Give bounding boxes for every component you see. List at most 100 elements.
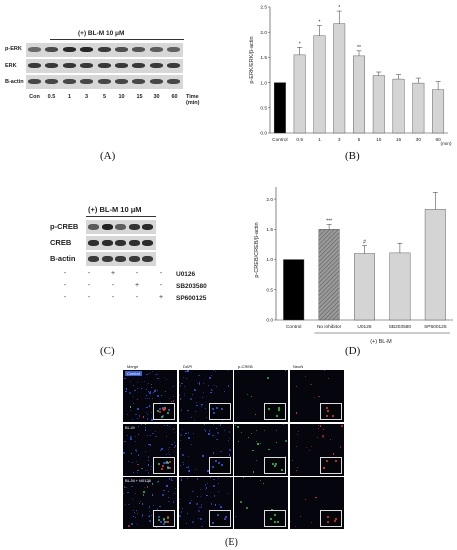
treatment-name: U0126	[176, 271, 196, 278]
cell-signal-dot	[309, 450, 311, 452]
cell-signal-dot	[214, 495, 215, 497]
cell-signal-dot	[262, 482, 264, 484]
cell-signal-dot	[135, 492, 137, 494]
cell-signal-dot	[133, 396, 135, 398]
cell-signal-dot	[169, 446, 171, 448]
cell-signal-dot	[130, 381, 132, 383]
cell-signal-dot	[147, 456, 150, 458]
cell-signal-dot	[191, 393, 193, 395]
cell-signal-dot	[297, 434, 299, 436]
lane-label: 0.5	[47, 94, 56, 100]
cell-signal-dot	[159, 411, 162, 414]
cell-signal-dot	[173, 427, 176, 430]
cell-signal-dot	[135, 509, 137, 511]
cell-signal-dot	[188, 437, 191, 440]
cell-signal-dot	[191, 417, 193, 419]
cell-signal-dot	[205, 487, 208, 489]
cell-signal-dot	[193, 419, 195, 421]
cell-signal-dot	[168, 409, 171, 412]
blot-a-lane-labels: Con 0.5 1 3 5 10 15 30 60	[26, 94, 183, 102]
cell-signal-dot	[181, 382, 183, 385]
cell-signal-dot	[172, 386, 174, 388]
cell-signal-dot	[151, 483, 154, 485]
cell-signal-dot	[203, 428, 205, 430]
microscopy-column-header: Merge	[127, 364, 139, 369]
cell-signal-dot	[174, 446, 175, 448]
cell-signal-dot	[152, 505, 154, 507]
cell-signal-dot	[213, 423, 215, 425]
cell-signal-dot	[247, 437, 249, 439]
cell-signal-dot	[168, 497, 170, 499]
cell-signal-dot	[134, 441, 136, 442]
y-tick-label: 2.0	[260, 30, 267, 36]
bar	[353, 55, 365, 134]
cell-signal-dot	[310, 383, 312, 385]
cell-signal-dot	[184, 434, 186, 436]
cell-signal-dot	[324, 370, 326, 372]
cell-signal-dot	[159, 505, 161, 508]
cell-signal-dot	[200, 405, 203, 407]
cell-signal-dot	[135, 435, 137, 437]
blot-band	[45, 63, 59, 68]
cell-signal-dot	[143, 486, 145, 488]
cell-signal-dot	[297, 467, 299, 469]
chart-d: p-CREB/CREB/β-actin 0.0 0.5 1.0 1.5 2.0 Contr…	[254, 187, 453, 345]
cell-signal-dot	[326, 460, 329, 463]
cell-signal-dot	[137, 399, 139, 401]
cell-signal-dot	[213, 478, 215, 481]
chart-b: p-ERK/ERK/β-actin 0.0 0.5 1.0 1.5 2.0 2.5 Cont…	[249, 5, 452, 147]
cell-signal-dot	[132, 402, 134, 404]
cell-signal-dot	[229, 512, 232, 514]
chart-d-bracket-label: (+) BL-M	[370, 339, 392, 345]
cell-signal-dot	[335, 518, 338, 521]
cell-signal-dot	[192, 521, 194, 523]
cell-signal-dot	[204, 407, 207, 410]
cell-signal-dot	[220, 450, 222, 453]
cell-signal-dot	[137, 470, 139, 472]
microscopy-image	[234, 423, 288, 476]
x-tick-label: 30	[416, 137, 422, 143]
cell-signal-dot	[220, 506, 222, 508]
treatment-sign: +	[134, 282, 140, 289]
cell-signal-dot	[185, 432, 187, 435]
cell-signal-dot	[163, 490, 165, 491]
microscopy-row-label: BL-M	[125, 424, 135, 430]
cell-signal-dot	[138, 454, 140, 456]
cell-signal-dot	[169, 425, 171, 428]
cell-signal-dot	[212, 434, 214, 437]
cell-signal-dot	[127, 460, 130, 463]
cell-signal-dot	[125, 390, 127, 393]
cell-signal-dot	[155, 430, 157, 432]
lane-label: 1	[67, 94, 72, 100]
cell-signal-dot	[126, 434, 128, 436]
cell-signal-dot	[137, 387, 139, 389]
cell-signal-dot	[278, 408, 280, 411]
cell-signal-dot	[164, 424, 166, 426]
cell-signal-dot	[189, 502, 191, 504]
cell-signal-dot	[143, 491, 145, 493]
cell-signal-dot	[161, 448, 163, 450]
cell-signal-dot	[209, 430, 211, 432]
cell-signal-dot	[174, 444, 177, 447]
cell-signal-dot	[211, 389, 213, 392]
cell-signal-dot	[160, 401, 162, 403]
cell-signal-dot	[229, 477, 231, 479]
cell-signal-dot	[135, 461, 137, 463]
cell-signal-dot	[153, 392, 155, 393]
cell-signal-dot	[255, 429, 257, 431]
cell-signal-dot	[212, 407, 215, 410]
cell-signal-dot	[162, 518, 165, 521]
blot-band	[115, 240, 127, 246]
cell-signal-dot	[144, 450, 146, 452]
cell-signal-dot	[179, 465, 181, 467]
cell-signal-dot	[129, 392, 131, 394]
bar	[392, 78, 405, 134]
bar	[389, 252, 411, 321]
cell-signal-dot	[154, 389, 156, 391]
x-tick-label: 60	[435, 137, 441, 143]
cell-signal-dot	[178, 394, 180, 396]
cell-signal-dot	[127, 480, 130, 483]
cell-signal-dot	[215, 459, 218, 462]
blot-c-row-bactin	[86, 252, 156, 266]
cell-signal-dot	[192, 432, 195, 435]
